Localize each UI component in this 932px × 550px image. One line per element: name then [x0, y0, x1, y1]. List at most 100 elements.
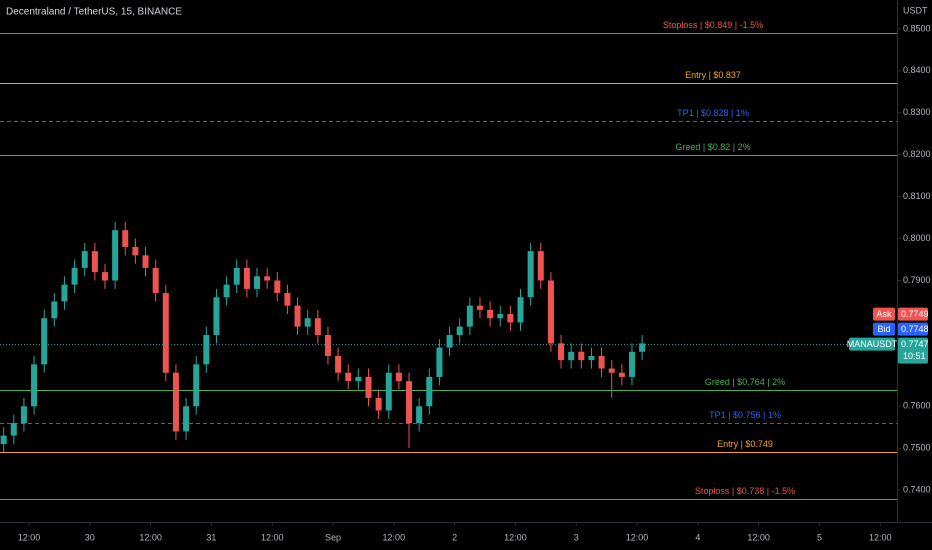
candle-body	[264, 276, 271, 281]
candle-body	[527, 251, 534, 298]
x-tick-label: 12:00	[18, 532, 41, 542]
candle-body	[578, 351, 585, 361]
candle-body	[0, 435, 7, 445]
y-tick-label: 0.8500	[903, 23, 931, 33]
y-tick-label: 0.8100	[903, 191, 931, 201]
candle-body	[355, 376, 362, 382]
chart-title: Decentraland / TetherUS, 15, BINANCE	[6, 7, 182, 18]
candle-body	[61, 284, 68, 302]
x-tick-label: 12:00	[504, 532, 527, 542]
level-label: Stoploss | $0.849 | -1.5%	[663, 20, 763, 30]
candle-body	[618, 372, 625, 377]
price-tag-value: 0.7747	[901, 339, 929, 349]
x-tick-label: 12:00	[139, 532, 162, 542]
candle-body	[162, 293, 169, 373]
candle-body	[233, 267, 240, 285]
candle-body	[507, 314, 514, 323]
candle-body	[324, 335, 331, 356]
x-tick-label: 31	[206, 532, 216, 542]
price-tag-value-bg	[898, 322, 928, 336]
price-tag-name-bg	[873, 322, 895, 336]
candle-body	[274, 280, 281, 294]
candle-body	[426, 376, 433, 407]
candle-body	[304, 318, 311, 327]
y-tick-label: 0.7600	[903, 401, 931, 411]
x-tick-label: 12:00	[261, 532, 284, 542]
x-tick-label: 12:00	[383, 532, 406, 542]
candle-body	[193, 364, 200, 407]
level-label: Entry | $0.837	[685, 70, 741, 80]
price-tag-name: Ask	[876, 309, 892, 319]
candle-body	[335, 355, 342, 373]
candle-body	[416, 406, 423, 424]
candle-body	[436, 347, 443, 377]
y-axis-label: USDT	[903, 5, 928, 15]
candle-body	[446, 335, 453, 348]
x-tick-label: 2	[452, 532, 457, 542]
y-tick-label: 0.8300	[903, 107, 931, 117]
candle-body	[406, 381, 413, 424]
candle-body	[243, 267, 250, 289]
price-tag-name-bg	[849, 337, 895, 351]
y-tick-label: 0.7500	[903, 443, 931, 453]
candle-body	[132, 246, 139, 256]
level-label: Greed | $0.82 | 2%	[675, 142, 750, 152]
y-tick-label: 0.8000	[903, 233, 931, 243]
x-tick-label: 12:00	[869, 532, 892, 542]
price-tag-value: 0.7748	[901, 324, 929, 334]
x-tick-label: 3	[574, 532, 579, 542]
candle-body	[456, 326, 463, 336]
candle-body	[588, 355, 595, 361]
candle-body	[223, 284, 230, 298]
candle-body	[314, 318, 321, 336]
x-tick-label: 30	[85, 532, 95, 542]
candle-body	[476, 305, 483, 310]
y-tick-label: 0.8400	[903, 65, 931, 75]
candle-body	[395, 372, 402, 382]
candle-body	[112, 230, 119, 281]
candle-body	[172, 372, 179, 432]
candle-body	[294, 305, 301, 327]
candle-body	[71, 267, 78, 285]
candle-body	[41, 318, 48, 365]
candle-body	[497, 314, 504, 319]
candle-body	[142, 255, 149, 268]
price-tag-value-bg	[898, 307, 928, 321]
x-tick-label: 4	[695, 532, 700, 542]
x-tick-label: 12:00	[747, 532, 770, 542]
candle-body	[345, 372, 352, 382]
candle-body	[91, 251, 98, 273]
candle-body	[628, 351, 635, 377]
y-tick-label: 0.7900	[903, 275, 931, 285]
candle-body	[20, 406, 27, 424]
candle-body	[183, 406, 190, 432]
price-tag-name-bg	[873, 307, 895, 321]
price-tag-value-bg	[898, 337, 928, 364]
candle-body	[568, 351, 575, 361]
candle-body	[466, 305, 473, 327]
candle-body	[81, 251, 88, 268]
candle-body	[51, 301, 58, 319]
candle-body	[31, 364, 38, 407]
candle-body	[122, 230, 129, 247]
candle-body	[152, 267, 159, 294]
candle-body	[254, 276, 261, 289]
candle-body	[101, 272, 108, 281]
candle-body	[213, 297, 220, 336]
price-tag-name: MANAUSDT	[847, 339, 898, 349]
x-tick-label: 5	[817, 532, 822, 542]
candle-body	[547, 280, 554, 344]
candle-body	[608, 368, 615, 373]
candle-body	[284, 293, 291, 306]
x-tick-label: 12:00	[626, 532, 649, 542]
candle-body	[365, 376, 372, 398]
countdown: 10:51	[903, 351, 926, 361]
price-tag-value: 0.7749	[901, 309, 929, 319]
candle-body	[558, 343, 565, 361]
x-tick-label: Sep	[325, 532, 341, 542]
level-label: Entry | $0.749	[717, 439, 773, 449]
y-tick-label: 0.7400	[903, 485, 931, 495]
candle-body	[385, 372, 392, 411]
